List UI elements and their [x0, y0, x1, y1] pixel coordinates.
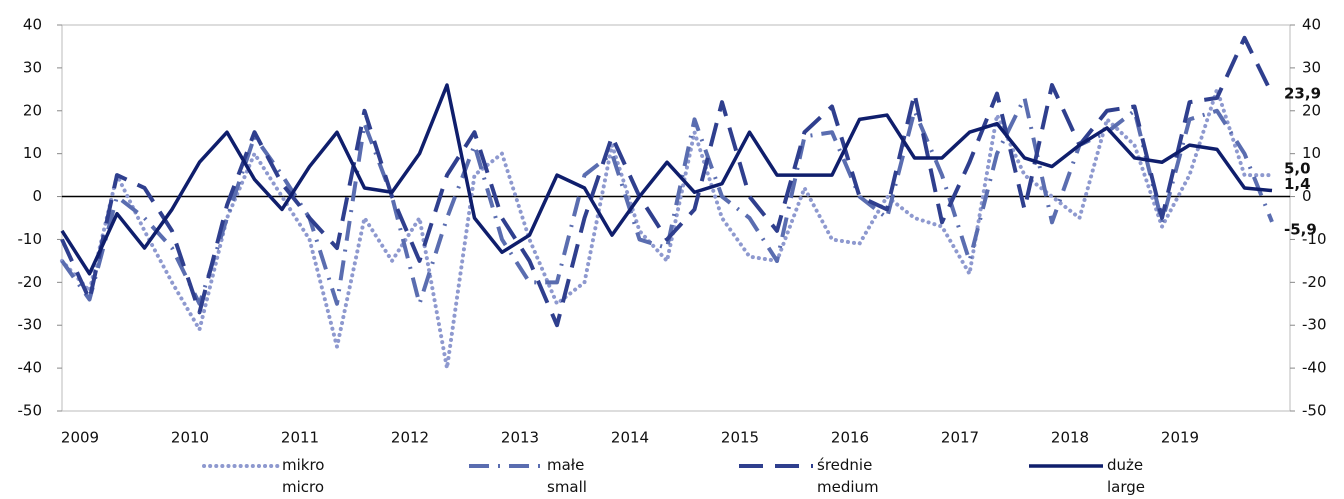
- x-tick-label: 2009: [61, 429, 99, 447]
- y-tick-label: 20: [23, 101, 42, 119]
- y2-tick-label: 20: [1302, 101, 1321, 119]
- legend-label: średnie medium: [817, 456, 879, 496]
- chart: -50 -40 -30 -20 -10 0 10 20 30 40 -50 -40 -30 -20 -10 0…: [18, 16, 1327, 447]
- y-tick-label: -30: [18, 316, 43, 334]
- legend-label: duże large: [1107, 456, 1146, 496]
- data-label: -5,9: [1284, 220, 1317, 238]
- x-tick-label: 2012: [391, 429, 429, 447]
- y2-tick-label: 0: [1302, 187, 1312, 205]
- x-tick-label: 2016: [831, 429, 869, 447]
- y2-tick-label: -10: [1302, 230, 1327, 248]
- y2-tick-label: -30: [1302, 316, 1327, 334]
- y-tick-label: 0: [32, 187, 42, 205]
- y2-tick-label: -40: [1302, 359, 1327, 377]
- series-line: [60, 35, 1274, 328]
- x-tick-label: 2011: [281, 429, 319, 447]
- series-line: [60, 87, 1274, 371]
- plot-frame: [61, 24, 1291, 412]
- y-tick-label: 30: [23, 58, 42, 76]
- x-tick-label: 2013: [501, 429, 539, 447]
- legend-swatch: [1029, 464, 1103, 468]
- y-tick-label: -40: [18, 359, 43, 377]
- legend-label: małe small: [547, 456, 587, 496]
- x-tick-label: 2014: [611, 429, 649, 447]
- x-tick-label: 2017: [941, 429, 979, 447]
- data-label: 1,4: [1284, 175, 1311, 193]
- legend-label: mikro micro: [282, 456, 325, 496]
- x-tick-label: 2019: [1161, 429, 1199, 447]
- series-line: [60, 95, 1274, 306]
- data-label: 5,0: [1284, 160, 1311, 178]
- legend-swatch: [202, 464, 280, 468]
- legend-swatch: [469, 464, 543, 468]
- y-tick-label: -50: [18, 402, 43, 420]
- y-tick-label: 10: [23, 144, 42, 162]
- y2-tick-label: 40: [1302, 16, 1321, 34]
- x-tick-label: 2018: [1051, 429, 1089, 447]
- y-tick-label: -20: [18, 273, 43, 291]
- x-tick-label: 2015: [721, 429, 759, 447]
- y2-tick-label: -20: [1302, 273, 1327, 291]
- legend-swatch: [739, 464, 813, 468]
- y-tick-label: 40: [23, 16, 42, 34]
- y2-tick-label: -50: [1302, 402, 1327, 420]
- series-line: [60, 83, 1273, 276]
- data-label: 23,9: [1284, 85, 1321, 103]
- y-tick-label: -10: [18, 230, 43, 248]
- y2-tick-label: 30: [1302, 58, 1321, 76]
- x-tick-label: 2010: [171, 429, 209, 447]
- y2-tick-label: 10: [1302, 144, 1321, 162]
